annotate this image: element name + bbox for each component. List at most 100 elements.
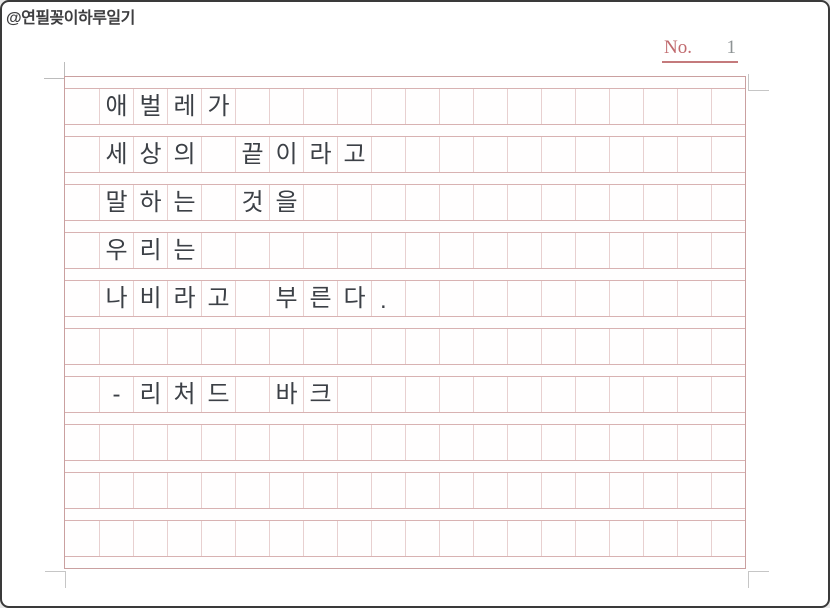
grid-cell: 비 xyxy=(133,281,167,316)
grid-cell: 나 xyxy=(99,281,133,316)
grid-cell xyxy=(371,137,405,172)
grid-cell xyxy=(337,377,371,412)
grid-spacer-row xyxy=(65,509,745,520)
grid-cell xyxy=(133,425,167,460)
grid-cell xyxy=(371,233,405,268)
grid-cell xyxy=(201,521,235,556)
corner-mark-bottom-right xyxy=(748,571,769,588)
grid-cell xyxy=(167,473,201,508)
grid-cell xyxy=(269,233,303,268)
grid-cell xyxy=(269,473,303,508)
grid-cell xyxy=(609,281,643,316)
grid-cell xyxy=(575,473,609,508)
grid-cell xyxy=(541,521,575,556)
grid-cell xyxy=(371,329,405,364)
grid-cell xyxy=(337,425,371,460)
grid-cell xyxy=(337,473,371,508)
grid-cell: 애 xyxy=(99,89,133,124)
grid-cell: - xyxy=(99,377,133,412)
grid-spacer-row xyxy=(65,413,745,424)
grid-cell xyxy=(677,473,711,508)
grid-cell: 다 xyxy=(337,281,371,316)
grid-cell xyxy=(609,329,643,364)
grid-cell xyxy=(541,137,575,172)
grid-cell xyxy=(439,329,473,364)
grid-cell xyxy=(643,329,677,364)
grid-cell xyxy=(167,521,201,556)
grid-cell xyxy=(541,281,575,316)
grid-cell xyxy=(65,425,99,460)
grid-cell xyxy=(337,89,371,124)
grid-cell xyxy=(405,521,439,556)
grid-cell xyxy=(269,89,303,124)
grid-cell xyxy=(405,233,439,268)
grid-cell xyxy=(439,233,473,268)
grid-cell xyxy=(473,233,507,268)
grid-spacer-row xyxy=(65,269,745,280)
grid-cell xyxy=(711,425,745,460)
grid-cell xyxy=(507,377,541,412)
grid-cell xyxy=(711,329,745,364)
grid-cell: 세 xyxy=(99,137,133,172)
grid-cell xyxy=(235,425,269,460)
grid-cell xyxy=(575,329,609,364)
grid-cell xyxy=(677,233,711,268)
page-number-block: No. 1 xyxy=(662,37,738,63)
grid-cell xyxy=(541,473,575,508)
grid-cell xyxy=(65,329,99,364)
grid-cell xyxy=(541,185,575,220)
corner-mark-top-left xyxy=(44,62,65,79)
grid-cell xyxy=(609,137,643,172)
grid-spacer-row xyxy=(65,365,745,376)
grid-cell: 는 xyxy=(167,233,201,268)
grid-cell xyxy=(269,329,303,364)
grid-cell xyxy=(405,473,439,508)
grid-cell xyxy=(677,377,711,412)
grid-cell xyxy=(405,89,439,124)
grid-spacer-row xyxy=(65,317,745,328)
grid-cell xyxy=(303,425,337,460)
grid-cell xyxy=(269,425,303,460)
grid-row xyxy=(65,328,745,365)
grid-cell: . xyxy=(371,281,405,316)
grid-cell xyxy=(65,137,99,172)
grid-cell xyxy=(677,521,711,556)
grid-spacer-row xyxy=(65,461,745,472)
grid-cell xyxy=(473,329,507,364)
grid-cell xyxy=(405,185,439,220)
grid-spacer-row xyxy=(65,221,745,232)
grid-cell xyxy=(473,89,507,124)
grid-cell: 리 xyxy=(133,377,167,412)
grid-cell xyxy=(677,185,711,220)
grid-spacer-row xyxy=(65,77,745,88)
grid-cell xyxy=(405,329,439,364)
grid-spacer-row xyxy=(65,557,745,568)
grid-cell xyxy=(405,377,439,412)
grid-cell xyxy=(337,521,371,556)
grid-cell xyxy=(65,473,99,508)
grid-cell: 는 xyxy=(167,185,201,220)
grid-cell xyxy=(201,185,235,220)
grid-cell xyxy=(711,89,745,124)
grid-cell xyxy=(439,521,473,556)
grid-cell xyxy=(643,89,677,124)
grid-cell xyxy=(541,425,575,460)
grid-cell xyxy=(711,377,745,412)
grid-cell xyxy=(201,233,235,268)
grid-cell xyxy=(439,473,473,508)
grid-cell: 이 xyxy=(269,137,303,172)
grid-cell xyxy=(371,473,405,508)
grid-cell xyxy=(201,329,235,364)
grid-cell xyxy=(303,185,337,220)
grid-cell xyxy=(643,185,677,220)
grid-cell xyxy=(201,137,235,172)
grid-cell xyxy=(609,425,643,460)
grid-cell: 끝 xyxy=(235,137,269,172)
grid-cell xyxy=(575,425,609,460)
grid-cell xyxy=(541,233,575,268)
grid-cell xyxy=(371,377,405,412)
grid-cell: 라 xyxy=(303,137,337,172)
grid-spacer-row xyxy=(65,125,745,136)
